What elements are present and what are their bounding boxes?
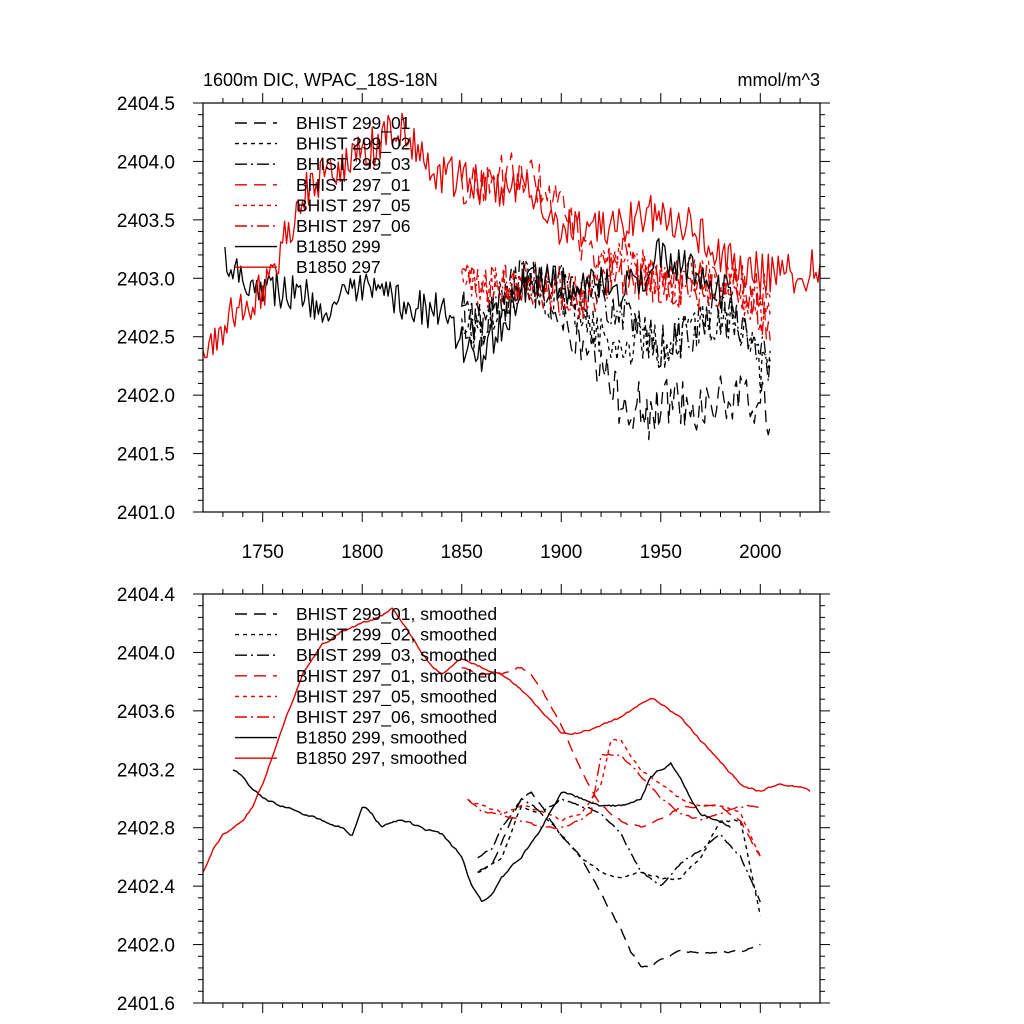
top-x-tick-label-2000: 2000 bbox=[739, 542, 781, 563]
bottom-legend-label-bhist-299-02-smoothed: BHIST 299_02, smoothed bbox=[296, 625, 497, 646]
top-x-tick-label-1850: 1850 bbox=[441, 542, 483, 563]
bottom-legend-label-b1850-299-smoothed: B1850 299, smoothed bbox=[296, 728, 467, 748]
top-series-bhist-299-02 bbox=[461, 260, 771, 394]
top-legend-label-bhist-297-01: BHIST 297_01 bbox=[296, 175, 410, 196]
top-x-axis: 1750 1800 1850 1900 1950 2000 bbox=[222, 93, 801, 563]
top-plot-frame bbox=[202, 102, 821, 513]
top-y-tick-label: 2402.5 bbox=[117, 328, 175, 349]
bottom-y-tick-label: 2403.6 bbox=[117, 702, 175, 723]
top-legend-label-bhist-299-01: BHIST 299_01 bbox=[296, 113, 410, 134]
top-legend-label-b1850-297: B1850 297 bbox=[296, 257, 381, 277]
bottom-legend-label-bhist-297-06-smoothed: BHIST 297_06, smoothed bbox=[296, 707, 497, 728]
bottom-series-bhist-297-06-smoothed bbox=[467, 753, 761, 830]
top-x-tick-label-1800: 1800 bbox=[341, 542, 383, 563]
bottom-series-bhist-299-01-smoothed bbox=[477, 791, 761, 968]
bottom-legend-label-bhist-297-05-smoothed: BHIST 297_05, smoothed bbox=[296, 686, 497, 707]
bottom-legend-label-bhist-299-01-smoothed: BHIST 299_01, smoothed bbox=[296, 604, 497, 625]
top-legend-label-bhist-297-06: BHIST 297_06 bbox=[296, 216, 410, 237]
top-y-tick-label: 2402.0 bbox=[117, 386, 175, 407]
bottom-legend-label-b1850-297-smoothed: B1850 297, smoothed bbox=[296, 748, 467, 768]
top-series-b1850-297 bbox=[203, 112, 820, 359]
bottom-plot-area: 2401.6 2402.0 2402.4 2402.8 2403.2 2403.6 2404… bbox=[117, 584, 830, 1015]
bottom-panel: 2401.6 2402.0 2402.4 2402.8 2403.2 2403.6 2404… bbox=[117, 584, 830, 1015]
top-series-bhist-297-05 bbox=[461, 240, 771, 336]
bottom-y-tick-label: 2404.4 bbox=[117, 585, 176, 606]
top-y-tick-label: 2401.0 bbox=[117, 503, 175, 524]
top-series-b1850-299 bbox=[224, 237, 736, 373]
bottom-y-tick-label: 2403.2 bbox=[117, 760, 175, 781]
top-series-bhist-299-01 bbox=[461, 260, 771, 441]
bottom-series-group bbox=[203, 607, 811, 968]
top-legend-label-bhist-299-03: BHIST 299_03 bbox=[296, 154, 410, 175]
top-y-tick-label: 2403.0 bbox=[117, 269, 175, 290]
top-legend-label-b1850-299: B1850 299 bbox=[296, 237, 381, 257]
bottom-series-bhist-299-03-smoothed bbox=[477, 797, 761, 903]
bottom-y-tick-label: 2404.0 bbox=[117, 643, 175, 664]
bottom-series-bhist-297-05-smoothed bbox=[467, 738, 761, 857]
top-y-tick-label: 2401.5 bbox=[117, 445, 175, 466]
bottom-legend-label-bhist-299-03-smoothed: BHIST 299_03, smoothed bbox=[296, 645, 497, 666]
bottom-plot-frame bbox=[202, 593, 821, 1004]
bottom-y-tick-label: 2401.6 bbox=[117, 994, 175, 1015]
bottom-y-tick-label: 2402.8 bbox=[117, 819, 175, 840]
top-legend-label-bhist-299-02: BHIST 299_02 bbox=[296, 134, 410, 155]
top-y-tick-label: 2403.5 bbox=[117, 211, 175, 232]
bottom-series-b1850-299-smoothed bbox=[232, 762, 731, 902]
top-legend-label-bhist-297-05: BHIST 297_05 bbox=[296, 195, 410, 216]
top-chart-title: 1600m DIC, WPAC_18S-18N bbox=[203, 70, 438, 91]
top-x-tick-label-1750: 1750 bbox=[242, 542, 284, 563]
top-x-tick-label-1900: 1900 bbox=[540, 542, 582, 563]
bottom-x-axis bbox=[222, 584, 801, 1013]
top-y-axis: 2401.0 2401.5 2402.0 2402.5 2403.0 2403.5 2404… bbox=[117, 94, 830, 524]
top-plot-area: 1750 1800 1850 1900 1950 2000 2401.0 2401.5 2402… bbox=[117, 93, 830, 563]
top-x-tick-label-1950: 1950 bbox=[640, 542, 682, 563]
bottom-series-bhist-299-02-smoothed bbox=[477, 805, 761, 917]
top-chart-units: mmol/m^3 bbox=[738, 70, 820, 90]
top-panel: 1600m DIC, WPAC_18S-18N mmol/m^3 1750 180… bbox=[117, 70, 830, 563]
bottom-legend-label-bhist-297-01-smoothed: BHIST 297_01, smoothed bbox=[296, 666, 497, 687]
bottom-series-b1850-297-smoothed bbox=[203, 607, 811, 873]
top-series-group bbox=[203, 112, 820, 441]
bottom-y-tick-label: 2402.4 bbox=[117, 877, 176, 898]
bottom-y-tick-label: 2402.0 bbox=[117, 936, 175, 957]
top-series-bhist-297-06 bbox=[461, 235, 771, 321]
top-series-bhist-299-03 bbox=[461, 259, 771, 382]
top-y-tick-label: 2404.5 bbox=[117, 94, 175, 115]
top-y-tick-label: 2404.0 bbox=[117, 152, 175, 173]
bottom-series-bhist-297-01-smoothed bbox=[461, 666, 761, 857]
bottom-y-axis: 2401.6 2402.0 2402.4 2402.8 2403.2 2403.6 2404… bbox=[117, 585, 830, 1015]
